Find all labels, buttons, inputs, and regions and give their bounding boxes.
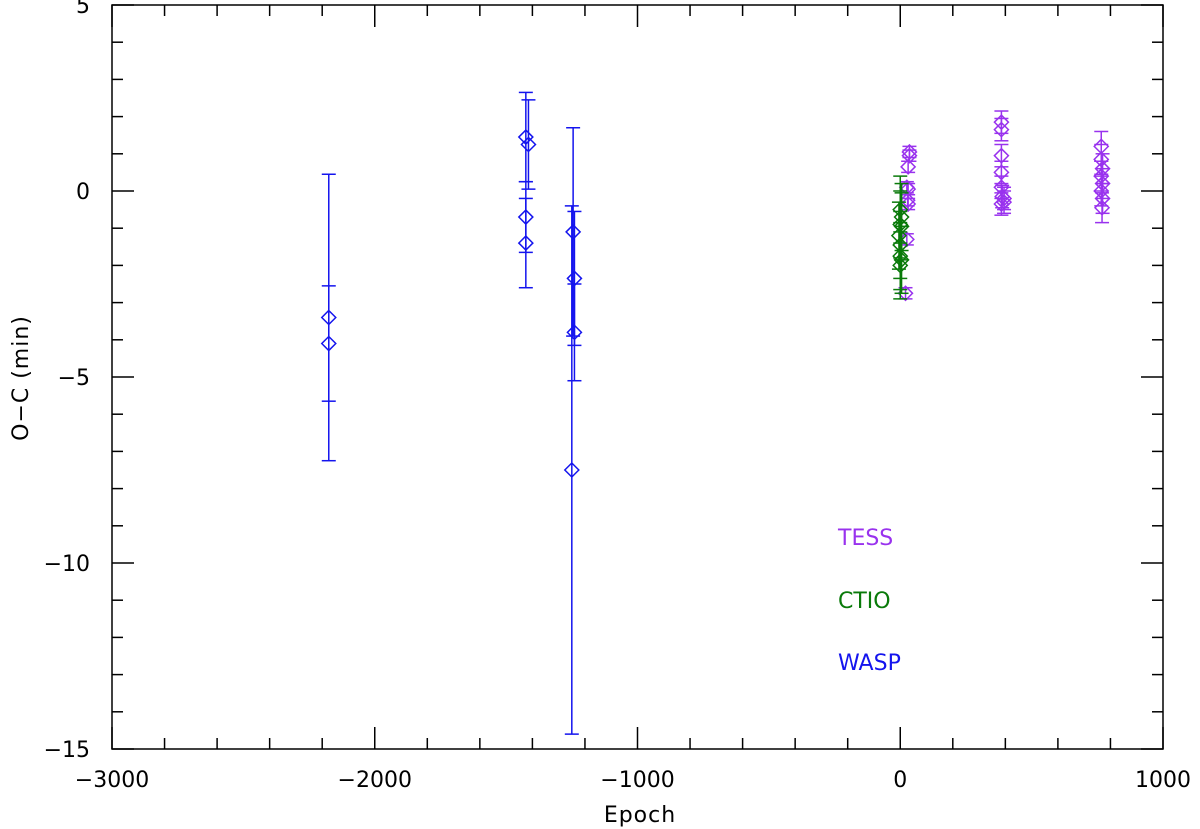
diamond-marker — [899, 192, 916, 209]
axis-ticks — [111, 4, 1164, 750]
x-tick-label: 0 — [893, 768, 907, 793]
data-point — [890, 201, 907, 270]
y-tick-label: 5 — [76, 0, 90, 19]
data-point — [520, 99, 537, 190]
diamond-marker — [893, 251, 910, 268]
diamond-marker — [901, 143, 918, 161]
data-point — [320, 285, 337, 402]
data-point — [566, 283, 583, 382]
data-point — [517, 91, 534, 183]
series-ctio — [890, 175, 910, 300]
x-tick-label: −3000 — [75, 768, 149, 793]
legend-label-tess: TESS — [837, 526, 893, 551]
x-tick-label: −1000 — [600, 768, 674, 793]
data-point — [565, 127, 582, 337]
series-wasp — [320, 91, 583, 735]
data-points — [320, 91, 1111, 735]
data-point — [517, 197, 534, 289]
diamond-marker — [517, 128, 534, 146]
diamond-marker — [1093, 182, 1110, 200]
y-tick-label: −15 — [44, 738, 90, 763]
diamond-marker — [563, 461, 580, 479]
x-tick-labels: −3000 −2000 −1000 0 1000 — [75, 768, 1191, 793]
legend-label-wasp: WASP — [838, 651, 901, 676]
x-tick-label: 1000 — [1135, 768, 1191, 793]
series-tess — [897, 110, 1111, 302]
y-tick-labels: −15 −10 −5 0 5 — [44, 0, 90, 763]
diamond-marker — [900, 158, 917, 175]
data-point — [993, 117, 1010, 142]
y-axis-label: O−C (min) — [9, 315, 34, 441]
data-point — [563, 205, 580, 735]
plot-border — [111, 4, 1164, 750]
x-axis-label: Epoch — [604, 803, 676, 828]
diamond-marker — [517, 235, 534, 252]
legend: TESS CTIO WASP — [837, 526, 901, 676]
diamond-marker — [1093, 199, 1111, 216]
data-point — [995, 190, 1013, 215]
x-tick-label: −2000 — [338, 768, 412, 793]
diamond-marker — [520, 136, 537, 153]
diamond-marker — [890, 227, 907, 244]
diamond-marker — [892, 257, 909, 274]
diamond-marker — [995, 194, 1013, 211]
plot-frame — [111, 4, 1164, 750]
legend-label-ctio: CTIO — [838, 589, 891, 614]
data-point — [1093, 192, 1111, 224]
data-point — [892, 231, 909, 300]
diamond-marker — [565, 223, 582, 240]
y-tick-label: −10 — [44, 552, 90, 577]
diamond-marker — [566, 324, 583, 341]
data-point — [901, 143, 918, 161]
diamond-marker — [993, 121, 1010, 138]
y-tick-label: 0 — [76, 180, 90, 205]
diamond-marker — [320, 335, 337, 352]
y-tick-label: −5 — [58, 366, 90, 391]
